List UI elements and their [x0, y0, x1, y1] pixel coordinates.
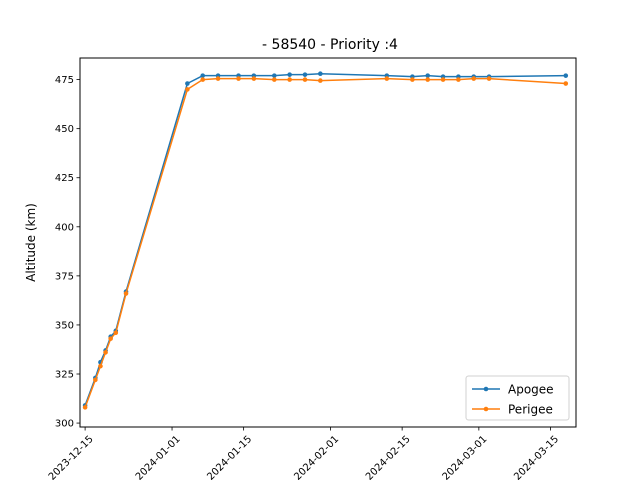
- perigee-data-point: [425, 77, 431, 82]
- perigee-data-point: [200, 77, 206, 82]
- y-tick-label: 475: [55, 75, 74, 86]
- apogee-data-point: [287, 72, 292, 77]
- perigee-legend-label: Perigee: [508, 403, 553, 417]
- y-tick-label: 425: [55, 173, 74, 184]
- perigee-data-point: [272, 77, 277, 82]
- y-tick-label: 450: [55, 124, 74, 135]
- apogee-data-point: [563, 73, 569, 78]
- perigee-data-point: [251, 76, 257, 81]
- plot-frame: [79, 57, 577, 428]
- perigee-data-point: [318, 78, 323, 83]
- y-tick-label: 325: [55, 370, 74, 381]
- series-layer: [82, 71, 569, 410]
- perigee-data-point: [410, 77, 415, 82]
- perigee-data-point: [113, 330, 119, 336]
- y-axis-label: Altitude (km): [24, 203, 38, 282]
- perigee-data-point: [287, 77, 292, 82]
- apogee-data-point: [425, 73, 431, 78]
- perigee-data-point: [185, 87, 190, 92]
- legend: Apogee Perigee: [465, 375, 570, 421]
- y-tick-label: 375: [55, 271, 74, 282]
- perigee-data-point: [563, 81, 569, 86]
- perigee-data-point: [82, 405, 88, 410]
- chart-title: - 58540 - Priority :4: [262, 37, 398, 53]
- perigee-data-point: [98, 363, 103, 369]
- perigee-series-line: [84, 77, 566, 408]
- apogee-legend-marker: [483, 386, 489, 392]
- apogee-data-point: [200, 73, 206, 78]
- perigee-data-point: [486, 76, 492, 81]
- perigee-data-point: [471, 76, 477, 81]
- perigee-data-point: [123, 291, 129, 296]
- apogee-legend-label: Apogee: [508, 383, 554, 397]
- perigee-data-point: [302, 77, 308, 82]
- apogee-data-point: [272, 73, 277, 78]
- apogee-data-point: [318, 71, 323, 77]
- y-tick-label: 300: [55, 419, 74, 430]
- perigee-data-point: [103, 350, 108, 355]
- perigee-data-point: [440, 77, 446, 82]
- perigee-data-point: [456, 77, 461, 82]
- perigee-data-point: [93, 377, 98, 383]
- perigee-legend-marker: [483, 406, 489, 412]
- perigee-data-point: [236, 76, 241, 81]
- perigee-data-point: [108, 336, 113, 341]
- apogee-data-point: [185, 81, 190, 86]
- perigee-data-point: [215, 76, 221, 81]
- apogee-data-point: [302, 72, 308, 77]
- y-tick-label: 350: [55, 320, 74, 331]
- y-tick-label: 400: [55, 222, 74, 233]
- y-axis: 300 325 350 375 400 425 450 475: [55, 75, 80, 430]
- perigee-data-point: [384, 76, 390, 81]
